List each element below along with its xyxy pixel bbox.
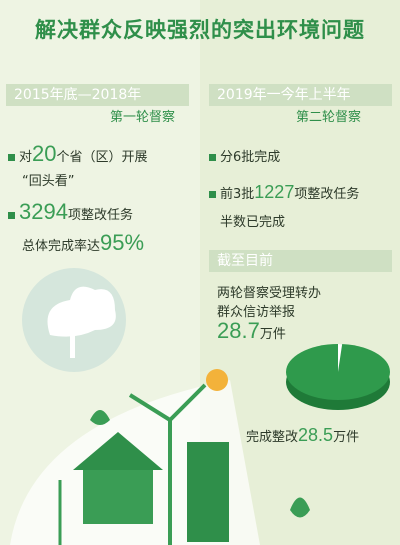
- bullet-icon: [8, 154, 15, 161]
- stat1-line-a: 两轮督察受理转办: [217, 286, 322, 301]
- left-item-2: 3294项整改任务: [8, 199, 133, 225]
- leaf-icon: [90, 410, 110, 425]
- bullet-icon: [8, 212, 15, 219]
- round2-tasks-count: 1227: [254, 182, 295, 202]
- right-item-2-cont: 半数已完成: [220, 215, 286, 230]
- turbine-blades: [128, 383, 207, 465]
- tasks-count: 3294: [19, 199, 68, 224]
- bullet-icon: [209, 191, 216, 198]
- bullet-icon: [209, 154, 216, 161]
- stat1-line-b: 群众信访举报: [217, 305, 296, 320]
- reports-pie-chart: [286, 344, 390, 410]
- right-round-label: 第二轮督察: [296, 110, 362, 125]
- left-item-1-cont: “回头看”: [22, 174, 75, 189]
- small-tree-icon: [290, 497, 310, 518]
- house-roof: [73, 432, 163, 470]
- right-period-tag: 2019年一今年上半年: [209, 84, 392, 106]
- building-icon: [187, 442, 229, 542]
- stat1-value: 28.7万件: [217, 318, 286, 343]
- stat2-value: 完成整改28.5万件: [246, 425, 360, 445]
- provinces-count: 20: [32, 141, 57, 166]
- date-tag: 截至目前: [209, 250, 392, 272]
- house-icon: [83, 464, 153, 524]
- reports-resolved: 28.5: [298, 425, 334, 445]
- sun-icon: [206, 369, 228, 391]
- left-round-label: 第一轮督察: [110, 110, 176, 125]
- right-item-1: 分6批完成: [209, 146, 280, 165]
- page-title: 解决群众反映强烈的突出环境问题: [35, 18, 365, 42]
- left-item-2-cont: 总体完成率达95%: [22, 230, 145, 255]
- left-item-1: 对20个省（区）开展: [8, 141, 148, 167]
- tree-icon: [47, 286, 116, 337]
- pie-slice-pending: [338, 344, 343, 372]
- reports-received: 28.7: [217, 318, 260, 343]
- right-item-2: 前3批1227项整改任务: [209, 182, 359, 203]
- completion-rate: 95%: [100, 230, 145, 255]
- tree-trunk: [70, 330, 75, 358]
- left-period-tag: 2015年底—2018年: [6, 84, 189, 106]
